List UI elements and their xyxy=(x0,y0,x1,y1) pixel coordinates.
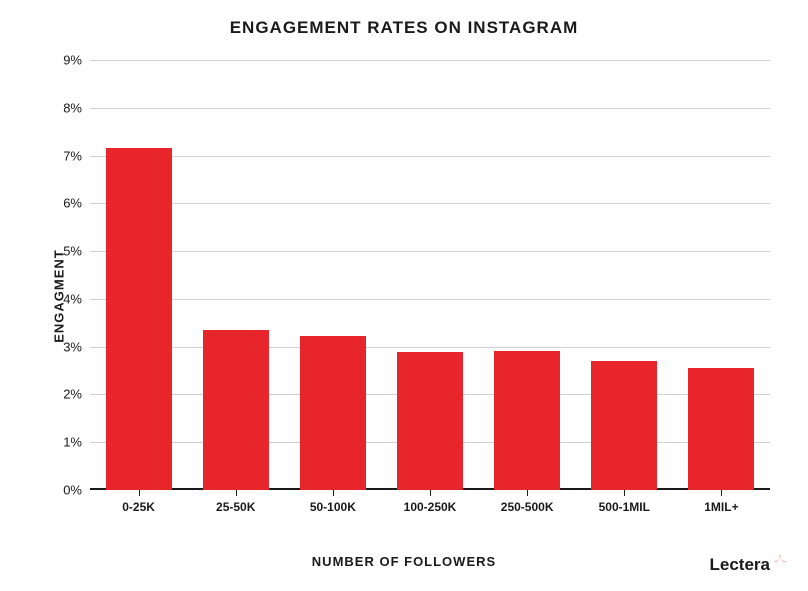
chart-title: ENGAGEMENT RATES ON INSTAGRAM xyxy=(0,18,808,38)
x-axis-label: NUMBER OF FOLLOWERS xyxy=(0,554,808,569)
bar xyxy=(203,330,269,490)
y-tick-label: 3% xyxy=(63,339,90,354)
bar xyxy=(106,148,172,490)
y-tick-label: 4% xyxy=(63,291,90,306)
gridline xyxy=(90,347,770,348)
y-tick-label: 5% xyxy=(63,244,90,259)
plot-area: 0%1%2%3%4%5%6%7%8%9%0-25K25-50K50-100K10… xyxy=(90,60,770,490)
gridline xyxy=(90,108,770,109)
x-tick-label: 100-250K xyxy=(404,490,457,514)
bar xyxy=(397,352,463,490)
gridline xyxy=(90,251,770,252)
bar xyxy=(688,368,754,490)
brand-logo: Lectera xyxy=(710,554,788,575)
leaf-icon xyxy=(772,548,788,569)
x-tick-label: 0-25K xyxy=(122,490,155,514)
x-tick-label: 25-50K xyxy=(216,490,255,514)
y-tick-label: 2% xyxy=(63,387,90,402)
y-tick-label: 6% xyxy=(63,196,90,211)
x-tick-label: 500-1MIL xyxy=(599,490,650,514)
x-tick-label: 1MIL+ xyxy=(704,490,738,514)
y-tick-label: 1% xyxy=(63,435,90,450)
bar xyxy=(300,336,366,490)
y-tick-label: 7% xyxy=(63,148,90,163)
y-tick-label: 9% xyxy=(63,53,90,68)
gridline xyxy=(90,299,770,300)
gridline xyxy=(90,203,770,204)
y-tick-label: 8% xyxy=(63,100,90,115)
x-tick-label: 250-500K xyxy=(501,490,554,514)
x-tick-label: 50-100K xyxy=(310,490,356,514)
gridline xyxy=(90,156,770,157)
gridline xyxy=(90,60,770,61)
brand-name: Lectera xyxy=(710,555,770,575)
bar xyxy=(591,361,657,490)
bar xyxy=(494,351,560,491)
y-tick-label: 0% xyxy=(63,483,90,498)
